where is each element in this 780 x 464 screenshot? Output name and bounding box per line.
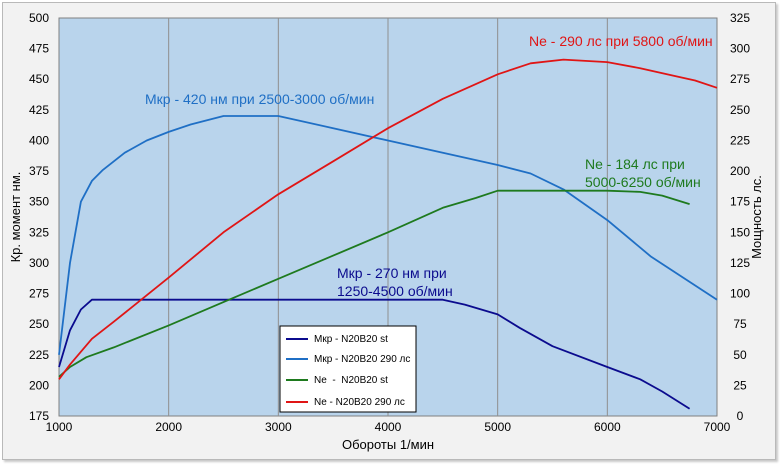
annotation-navy-line2: 1250-4500 об/мин xyxy=(337,283,453,299)
x-tick-label: 7000 xyxy=(704,420,731,434)
x-axis-ticks: 1000 2000 3000 4000 5000 6000 7000 xyxy=(46,420,731,434)
x-tick-label: 5000 xyxy=(484,420,511,434)
legend-box xyxy=(279,325,417,413)
y-right-axis-title: Мощность лс. xyxy=(749,175,764,259)
x-tick-label: 4000 xyxy=(375,420,402,434)
y-right-tick-label: 25 xyxy=(733,378,747,392)
x-tick-label: 1000 xyxy=(46,420,73,434)
y-left-axis-title: Кр. момент нм. xyxy=(8,172,23,263)
x-axis-title: Обороты 1/мин xyxy=(342,437,434,452)
annotation-green-line1: Ne - 184 лс при xyxy=(585,156,685,172)
y-left-tick-label: 275 xyxy=(29,287,49,301)
annotation-red: Ne - 290 лс при 5800 об/мин xyxy=(529,33,713,49)
y-right-tick-label: 275 xyxy=(730,72,750,86)
y-right-tick-label: 300 xyxy=(730,42,750,56)
y-right-axis-ticks: 0 25 50 75 100 125 150 175 200 225 250 275 300 325 xyxy=(730,11,750,423)
y-right-tick-label: 125 xyxy=(730,256,750,270)
annotation-green-line2: 5000-6250 об/мин xyxy=(585,174,701,190)
y-right-tick-label: 225 xyxy=(730,133,750,147)
y-left-tick-label: 375 xyxy=(29,164,49,178)
y-right-tick-label: 100 xyxy=(730,287,750,301)
legend-label-navy: Мкр - N20B20 st xyxy=(314,334,388,345)
legend-entry-lightblue: Мкр - N20B20 290 лс xyxy=(286,354,410,365)
y-right-tick-label: 50 xyxy=(733,348,747,362)
legend-label-red: Ne - N20B20 290 лс xyxy=(314,397,405,408)
y-left-tick-label: 325 xyxy=(29,225,49,239)
y-right-tick-label: 75 xyxy=(733,317,747,331)
x-tick-label: 2000 xyxy=(155,420,182,434)
legend: Мкр - N20B20 st Мкр - N20B20 290 лс Ne -… xyxy=(279,325,417,413)
annotation-navy-line1: Мкр - 270 нм при xyxy=(337,265,447,281)
series-line-green xyxy=(58,189,690,378)
y-left-tick-label: 400 xyxy=(29,133,49,147)
series-line-navy xyxy=(58,298,691,410)
y-right-tick-label: 0 xyxy=(737,409,744,423)
y-left-tick-label: 450 xyxy=(29,72,49,86)
y-left-axis-ticks: 175 200 225 250 275 300 325 350 375 400 425 450 475 5… xyxy=(29,11,49,423)
y-left-tick-label: 175 xyxy=(29,409,49,423)
series-line-red xyxy=(58,58,718,380)
legend-entry-red: Ne - N20B20 290 лс xyxy=(286,397,405,408)
annotations: Ne - 290 лс при 5800 об/мин Мкр - 420 нм… xyxy=(145,33,713,299)
y-left-tick-label: 200 xyxy=(29,378,49,392)
x-tick-label: 3000 xyxy=(265,420,292,434)
y-left-tick-label: 475 xyxy=(29,42,49,56)
y-left-tick-label: 225 xyxy=(29,348,49,362)
legend-label-lightblue: Мкр - N20B20 290 лс xyxy=(314,354,410,365)
series-line-lightblue xyxy=(58,115,718,355)
y-right-tick-label: 200 xyxy=(730,164,750,178)
y-left-tick-label: 350 xyxy=(29,195,49,209)
y-left-tick-label: 250 xyxy=(29,317,49,331)
y-left-tick-label: 500 xyxy=(29,11,49,25)
annotation-lightblue: Мкр - 420 нм при 2500-3000 об/мин xyxy=(145,91,374,107)
chart-frame: 1000 2000 3000 4000 5000 6000 7000 175 200 225 25… xyxy=(2,2,776,460)
legend-label-green: Ne - N20B20 st xyxy=(314,375,388,386)
chart-svg: 1000 2000 3000 4000 5000 6000 7000 17520022525… xyxy=(8,11,764,452)
legend-entry-navy: Мкр - N20B20 st xyxy=(286,334,388,345)
y-left-tick-label: 425 xyxy=(29,103,49,117)
y-right-tick-label: 250 xyxy=(730,103,750,117)
y-right-tick-label: 150 xyxy=(730,225,750,239)
y-left-tick-label: 300 xyxy=(29,256,49,270)
series-layer xyxy=(58,58,718,410)
legend-entry-green: Ne - N20B20 st xyxy=(286,375,388,386)
y-right-tick-label: 325 xyxy=(730,11,750,25)
x-tick-label: 6000 xyxy=(594,420,621,434)
vertical-grid xyxy=(168,18,608,416)
y-right-tick-label: 175 xyxy=(730,195,750,209)
